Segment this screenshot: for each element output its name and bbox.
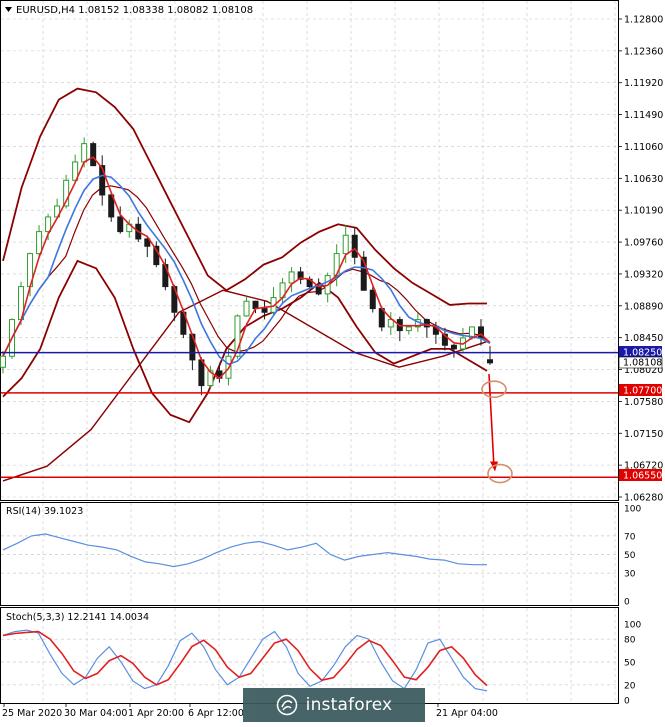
- time-axis: 25 Mar 2020 30 Mar 04:00 1 Apr 20:00 6 Apr …: [2, 703, 498, 719]
- stoch-axis-label: 20: [624, 681, 636, 691]
- candle-body: [288, 271, 295, 284]
- rsi-axis-label: 50: [624, 551, 636, 561]
- bollinger-middle-band: [2, 185, 488, 357]
- price-tag-blue-bg: [619, 346, 662, 358]
- stoch-panel-frame: [0, 607, 619, 704]
- stoch-axis-label: 0: [624, 697, 630, 707]
- candle-body: [351, 234, 358, 258]
- candle-body: [297, 271, 304, 280]
- candle-body: [81, 143, 88, 163]
- price-tag-blue: 1.08250: [623, 348, 662, 359]
- rsi-label: RSI(14) 39.1023: [6, 506, 83, 517]
- candle-body: [234, 315, 241, 357]
- target-circle-1: [481, 380, 507, 399]
- price-axis: 1.12800 1.12360 1.11920 1.11490 1.11060 1.106…: [1, 15, 663, 504]
- rsi-line: [2, 533, 487, 568]
- outer-envelope-line: [2, 289, 488, 482]
- time-axis-label: 30 Mar 04:00: [64, 708, 127, 719]
- price-axis-label: 1.07580: [624, 397, 663, 408]
- rsi-axis-label: 0: [624, 598, 630, 608]
- stoch-signal-line: [2, 630, 488, 687]
- candle-body: [405, 326, 412, 332]
- candle-body: [99, 165, 106, 196]
- stoch-axis-label: 100: [624, 621, 641, 631]
- horizontal-levels[interactable]: [1, 351, 618, 478]
- watermark-text: instaforex: [305, 695, 393, 715]
- candle-body: [198, 359, 205, 387]
- candle-body: [270, 297, 277, 313]
- candle-body: [108, 194, 115, 218]
- candle-body: [0, 355, 6, 368]
- candle-body: [261, 308, 268, 313]
- dropdown-triangle-icon[interactable]: [5, 7, 12, 12]
- candle-body: [45, 216, 52, 233]
- price-tag-current: 1.08108: [623, 358, 662, 369]
- candle-body: [90, 143, 97, 167]
- ma-slow-line: [2, 174, 491, 366]
- candle-body: [360, 256, 367, 291]
- candle-body: [243, 300, 250, 317]
- candle-body: [117, 216, 124, 233]
- target-circle-2: [487, 463, 513, 484]
- price-axis-label: 1.11920: [624, 78, 663, 89]
- price-axis-label: 1.08020: [624, 365, 663, 376]
- time-axis-label: 6 Apr 12:00: [188, 708, 244, 719]
- price-tag-red2-bg: [619, 469, 662, 481]
- price-axis-label: 1.12800: [624, 15, 663, 26]
- rsi-axis-label: 100: [624, 505, 641, 515]
- price-axis-label: 1.06280: [624, 493, 663, 504]
- price-tag-red2: 1.06550: [623, 471, 662, 482]
- price-tag-current-bg: [618, 356, 663, 369]
- rsi-axis-label: 30: [624, 570, 636, 580]
- price-axis-label: 1.07150: [624, 429, 663, 440]
- price-axis-label: 1.12360: [624, 46, 663, 57]
- candle-body: [252, 300, 259, 310]
- stoch-axis-label: 50: [624, 659, 636, 669]
- instaforex-logo-icon: [276, 694, 297, 716]
- price-axis-label: 1.10630: [624, 174, 663, 185]
- rsi-axis-label: 70: [624, 532, 636, 542]
- candle-body: [144, 238, 151, 247]
- price-axis-label: 1.09320: [624, 269, 663, 280]
- time-axis-label: 25 Mar 2020: [2, 708, 62, 719]
- price-axis-label: 1.10190: [624, 206, 663, 217]
- rsi-panel-frame: [0, 502, 619, 606]
- projection-arrow-line: [488, 374, 495, 468]
- watermark: instaforex: [243, 688, 425, 722]
- stoch-main-line: [2, 629, 488, 692]
- stochastic-indicator: 100 80 50 20 0: [1, 621, 641, 707]
- time-axis-label: 1 Apr 20:00: [128, 708, 184, 719]
- price-axis-label: 1.08890: [624, 301, 663, 312]
- time-axis-label: 21 Apr 04:00: [436, 708, 498, 719]
- stoch-label: Stoch(5,3,3) 12.2141 14.0034: [6, 612, 149, 623]
- rsi-indicator: 100 70 50 30 0: [1, 505, 641, 608]
- price-tag-red1-bg: [619, 384, 662, 396]
- price-axis-label: 1.09760: [624, 238, 663, 249]
- price-axis-label: 1.06720: [624, 461, 663, 472]
- stoch-axis-label: 80: [624, 636, 636, 646]
- price-tag-red1: 1.07700: [623, 386, 662, 397]
- candle-body: [450, 344, 457, 350]
- candle-body: [369, 289, 376, 310]
- candle-body: [441, 333, 448, 346]
- candle-body: [423, 319, 430, 328]
- candle-body: [487, 359, 493, 364]
- candle-body: [63, 179, 70, 207]
- candle-body: [72, 161, 79, 181]
- ma-fast-line: [2, 156, 491, 380]
- moving-averages: [2, 156, 491, 380]
- candle-body: [342, 234, 349, 255]
- candle-body: [36, 231, 43, 255]
- price-axis-label: 1.11060: [624, 142, 663, 153]
- candle-body: [387, 319, 394, 328]
- projection-arrow: [481, 374, 513, 484]
- symbol-header: EURUSD,H4 1.08152 1.08338 1.08082 1.0810…: [16, 5, 253, 16]
- candle-body: [315, 286, 322, 295]
- price-axis-label: 1.08450: [624, 333, 663, 344]
- price-axis-label: 1.11490: [624, 110, 663, 121]
- bollinger-upper-band: [2, 87, 487, 306]
- main-panel-frame: [0, 0, 619, 501]
